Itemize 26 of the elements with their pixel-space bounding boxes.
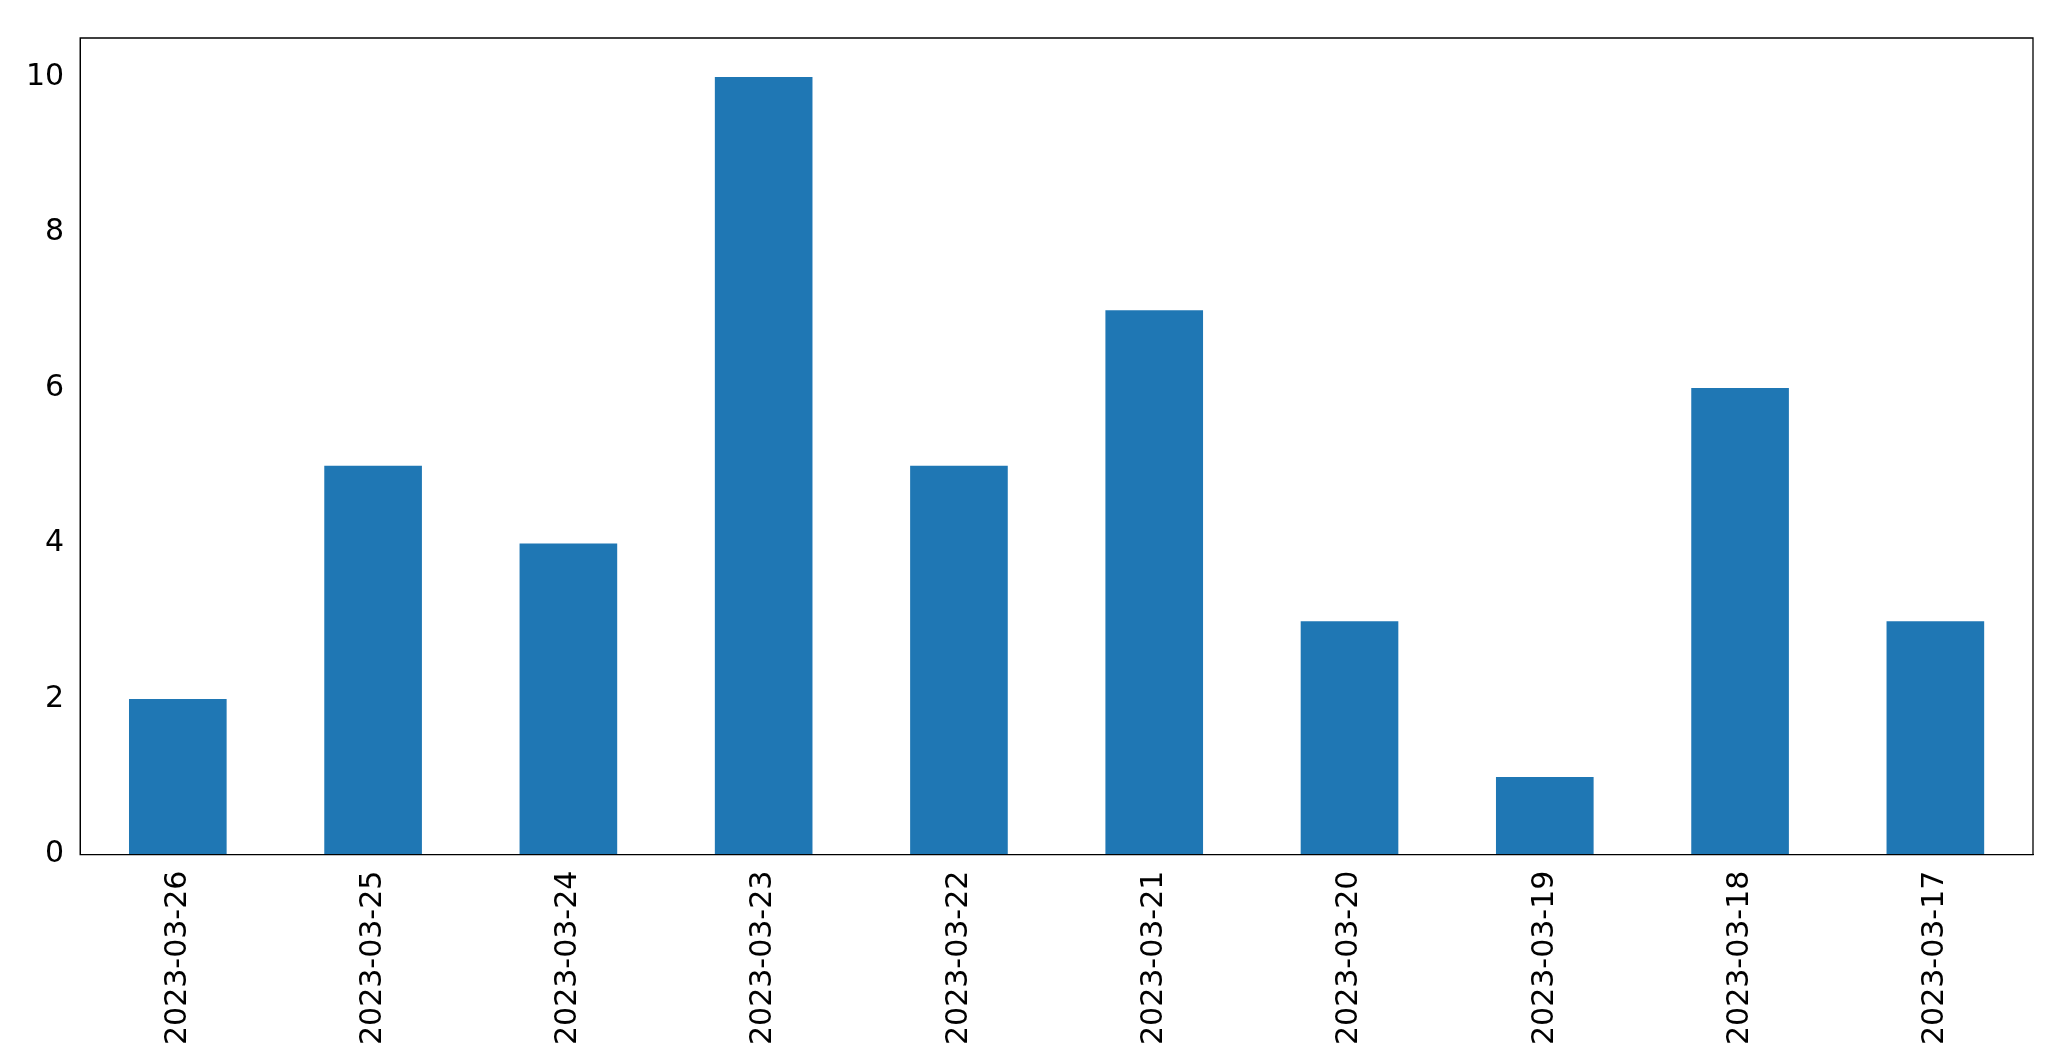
bar <box>1300 621 1399 855</box>
bar <box>324 465 422 855</box>
x-tick-label: 2023-03-24 <box>548 870 584 1046</box>
x-tick-label: 2023-03-25 <box>352 870 388 1046</box>
bar <box>1886 621 1985 855</box>
x-tick-label: 2023-03-18 <box>1719 870 1755 1046</box>
x-tick-label: 2023-03-20 <box>1329 870 1365 1046</box>
y-tick-label: 2 <box>45 678 65 714</box>
x-tick-label: 2023-03-26 <box>157 870 193 1046</box>
x-tick-label: 2023-03-21 <box>1134 870 1170 1046</box>
x-tick-label: 2023-03-19 <box>1524 870 1560 1046</box>
x-tick-label: 2023-03-17 <box>1915 870 1951 1046</box>
y-tick-label: 4 <box>45 523 65 559</box>
bar <box>1105 310 1204 855</box>
bar <box>714 76 813 855</box>
y-tick-label: 0 <box>45 834 65 870</box>
bar <box>128 699 227 855</box>
bar <box>1495 776 1594 855</box>
x-tick-label: 2023-03-23 <box>743 870 779 1046</box>
y-tick-label: 10 <box>25 56 65 92</box>
bar <box>910 465 1008 855</box>
y-tick-label: 8 <box>45 212 65 248</box>
bar <box>519 543 618 855</box>
x-tick-label: 2023-03-22 <box>938 870 974 1046</box>
bar <box>1691 388 1789 855</box>
y-tick-label: 6 <box>45 367 65 403</box>
